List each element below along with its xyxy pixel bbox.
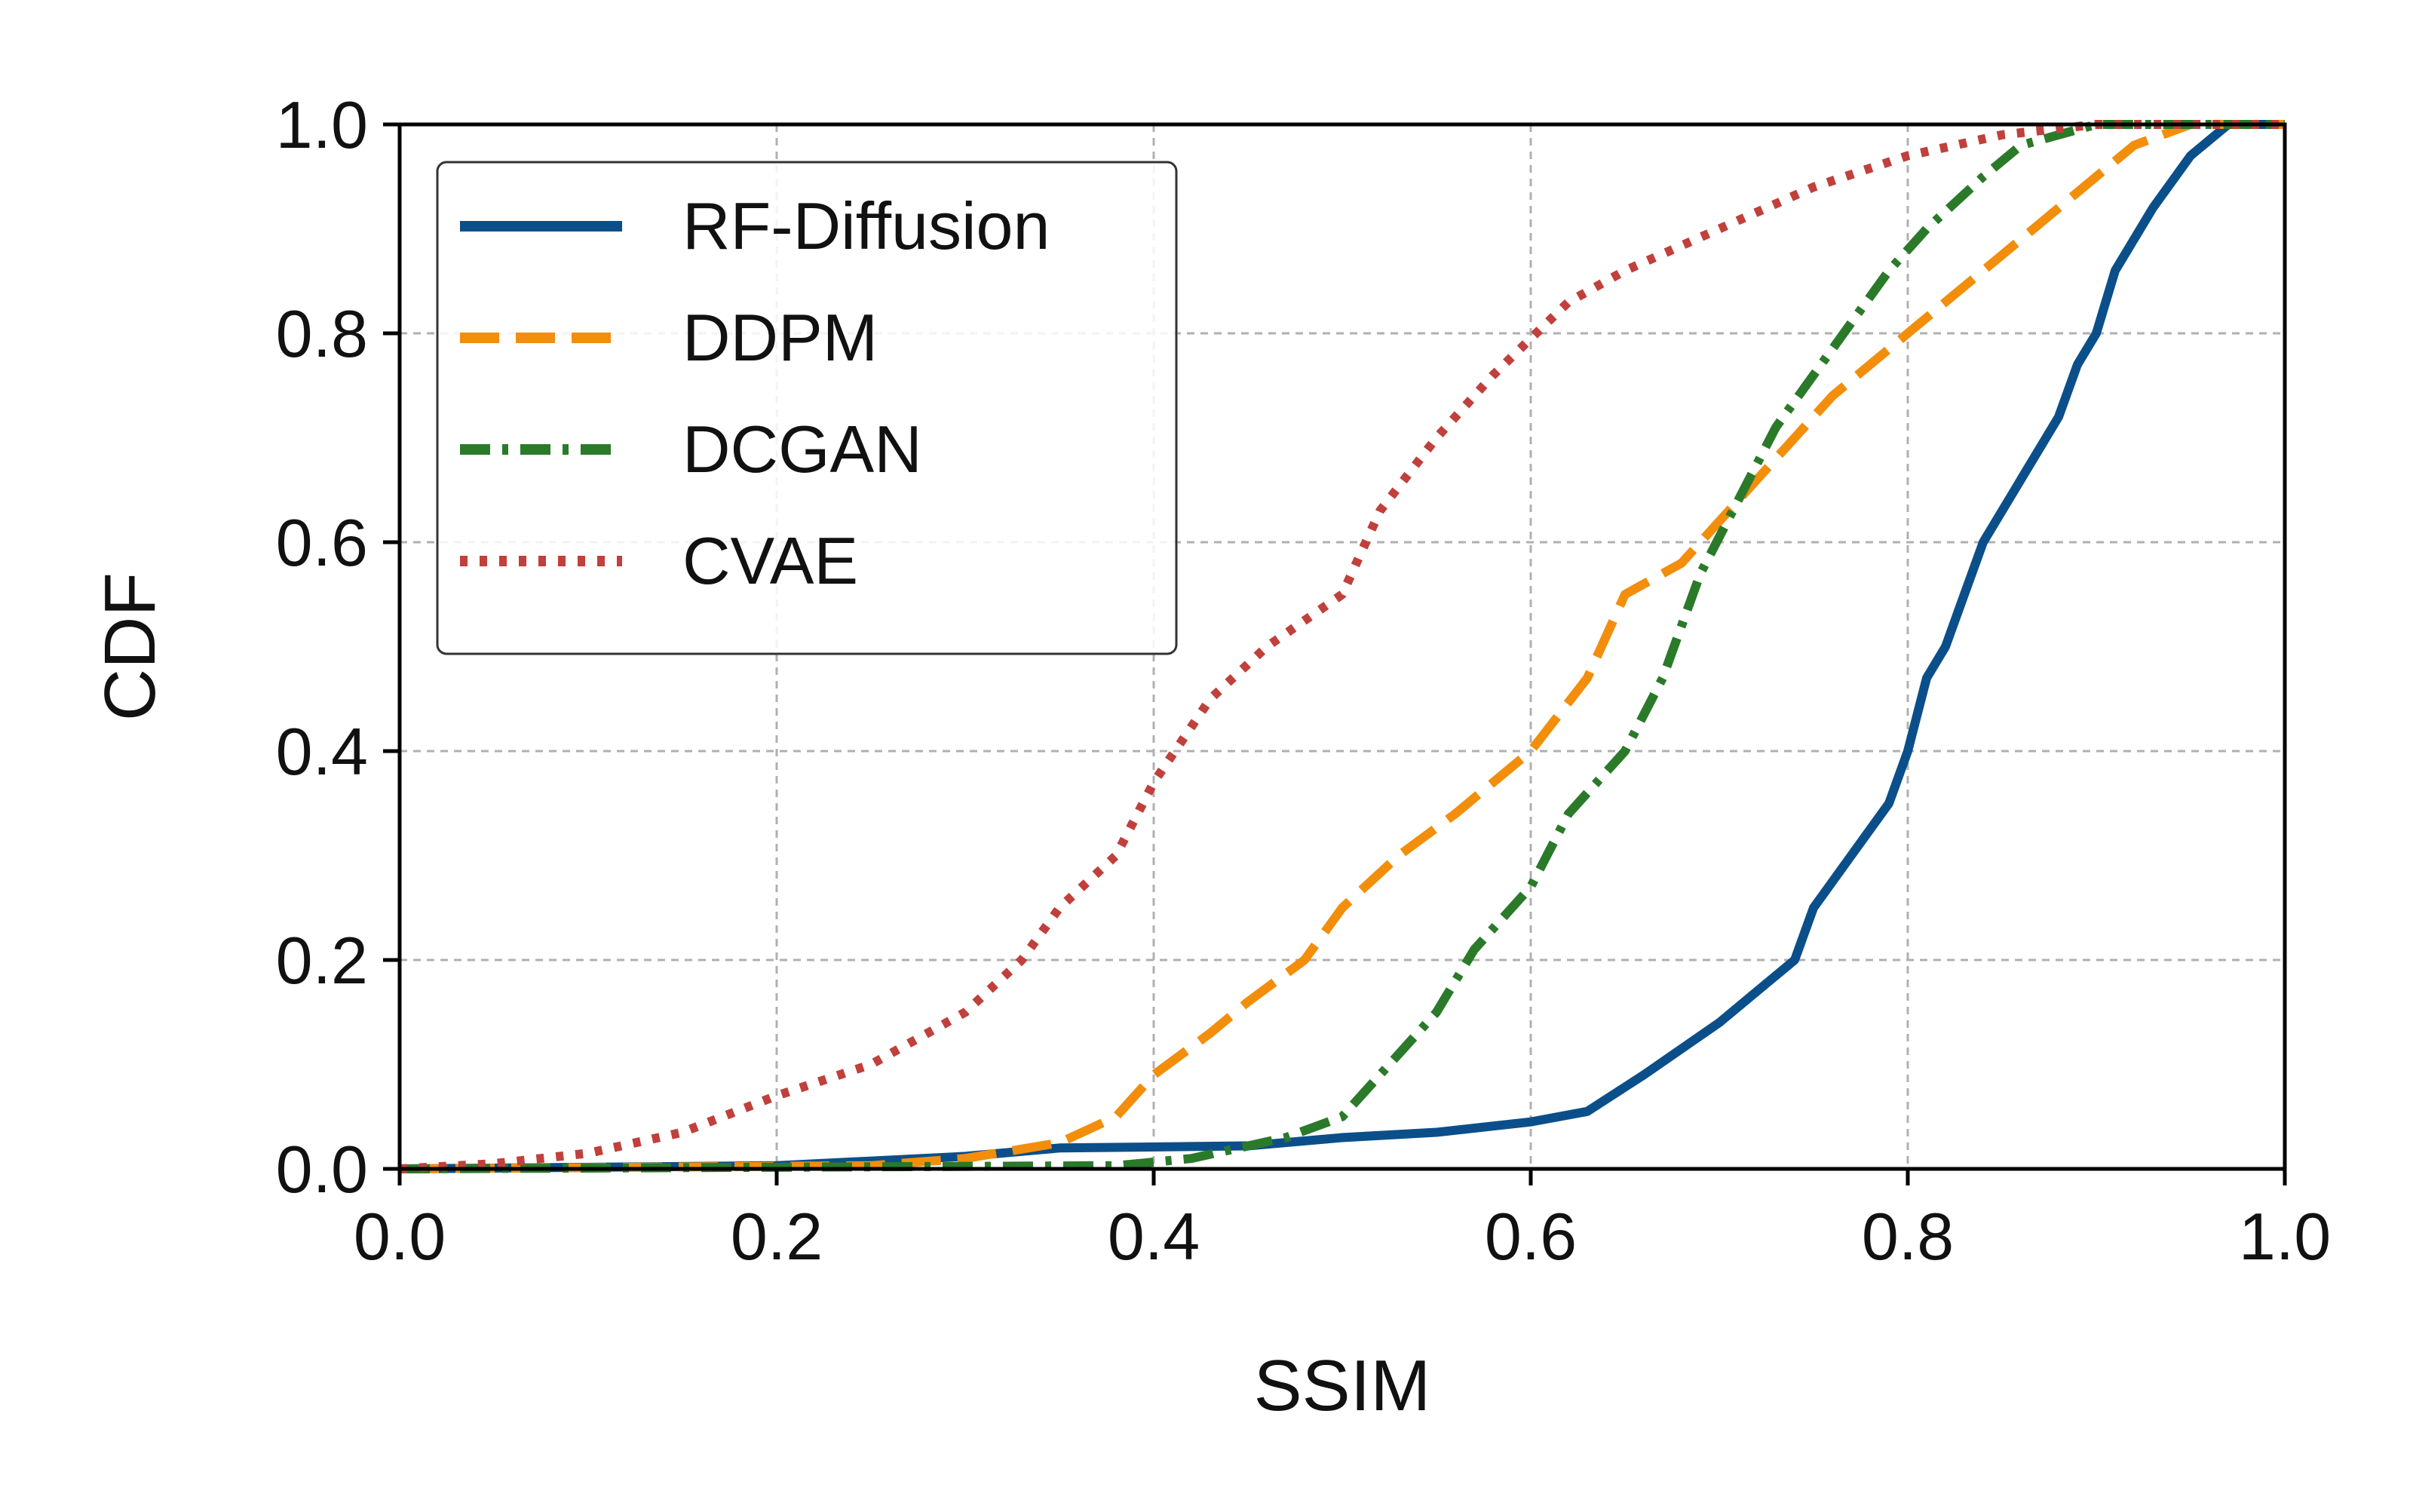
series-lines [399, 120, 2285, 1173]
legend-label: CVAE [682, 523, 858, 598]
y-tick-label: 1.0 [276, 87, 368, 162]
legend-label: DCGAN [682, 412, 922, 486]
y-tick-label: 0.8 [276, 296, 368, 371]
series-line-dcgan [399, 120, 2285, 1173]
legend-box [436, 161, 1178, 655]
y-tick-label: 0.2 [276, 923, 368, 998]
y-tick-label: 0.0 [276, 1132, 368, 1207]
x-tick-label: 0.0 [354, 1199, 446, 1274]
x-tick-label: 0.2 [731, 1199, 823, 1274]
axis-ticks: 0.0 0.2 0.4 0.6 0.8 1.0 0.0 0.2 0.4 0.6 0.8 1.0 [276, 87, 2332, 1274]
legend-label: RF-Diffusion [682, 189, 1050, 263]
legend: RF-Diffusion DDPM DCGAN CVAE [436, 161, 1178, 655]
y-tick-label: 0.6 [276, 505, 368, 580]
x-axis-label: SSIM [1254, 1345, 1431, 1426]
x-tick-label: 1.0 [2239, 1199, 2331, 1274]
series-line-cvae [399, 120, 2285, 1173]
y-axis-label: CDF [90, 572, 170, 721]
x-tick-label: 0.6 [1485, 1199, 1577, 1274]
plot-area-frame [397, 122, 2287, 1171]
x-tick-label: 0.8 [1862, 1199, 1954, 1274]
legend-label: DDPM [682, 300, 878, 375]
x-tick-label: 0.4 [1108, 1199, 1200, 1274]
series-line-rf-diffusion [399, 120, 2285, 1173]
y-tick-label: 0.4 [276, 714, 368, 789]
